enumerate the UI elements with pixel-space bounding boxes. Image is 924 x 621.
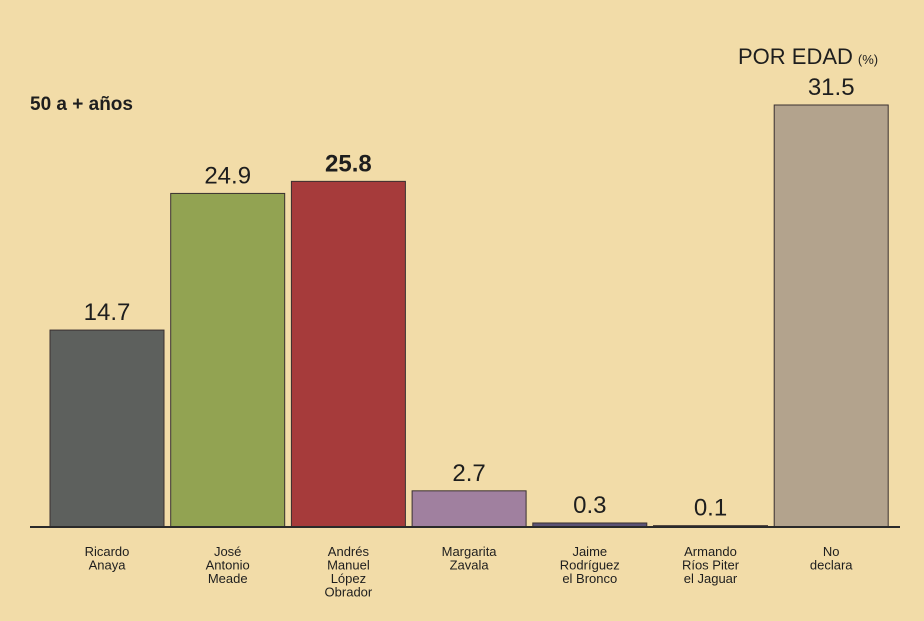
x-tick-line: López — [331, 571, 366, 586]
value-label: 14.7 — [84, 299, 131, 326]
value-label: 24.9 — [204, 162, 251, 189]
bar — [290, 180, 406, 528]
title-text: POR EDAD — [738, 44, 853, 69]
subtitle: 50 a + años — [30, 94, 133, 115]
x-tick-label: Armando Ríos Piter el Jaguar — [682, 544, 740, 586]
chart-title: POR EDAD (%) — [738, 44, 878, 69]
title-unit: (%) — [858, 52, 878, 67]
x-tick-line: Armando — [684, 544, 737, 559]
value-label: 2.7 — [452, 460, 485, 487]
x-tick-line: Meade — [208, 571, 248, 586]
x-tick-label: Margarita Zavala — [442, 544, 498, 573]
bar — [773, 104, 889, 528]
x-tick-line: Ricardo — [85, 544, 130, 559]
x-tick-line: el Bronco — [562, 571, 617, 586]
x-tick-line: Andrés — [328, 544, 370, 559]
x-tick-line: Ríos Piter — [682, 558, 740, 573]
x-tick-label: José Antonio Meade — [206, 544, 250, 586]
value-label: 31.5 — [808, 74, 855, 101]
x-tick-label: Andrés Manuel López Obrador — [325, 544, 373, 600]
x-tick-line: Zavala — [450, 558, 490, 573]
x-tick-label: No declara — [810, 544, 853, 573]
value-label: 0.3 — [573, 492, 606, 519]
x-tick-line: declara — [810, 558, 853, 573]
value-label: 25.8 — [325, 150, 372, 177]
bar — [49, 329, 165, 528]
x-tick-line: Margarita — [442, 544, 498, 559]
x-tick-line: No — [823, 544, 840, 559]
x-tick-line: Anaya — [89, 558, 127, 573]
bar — [411, 490, 527, 528]
x-tick-line: Rodríguez — [560, 558, 620, 573]
x-tick-line: José — [214, 544, 241, 559]
x-tick-line: el Jaguar — [684, 571, 738, 586]
x-tick-line: Antonio — [206, 558, 250, 573]
x-tick-line: Manuel — [327, 558, 370, 573]
x-tick-label: Jaime Rodríguez el Bronco — [560, 544, 620, 586]
x-tick-line: Obrador — [325, 585, 373, 600]
x-tick-line: Jaime — [572, 544, 607, 559]
x-tick-label: Ricardo Anaya — [85, 544, 130, 573]
value-label: 0.1 — [694, 495, 727, 522]
bar — [170, 192, 286, 528]
